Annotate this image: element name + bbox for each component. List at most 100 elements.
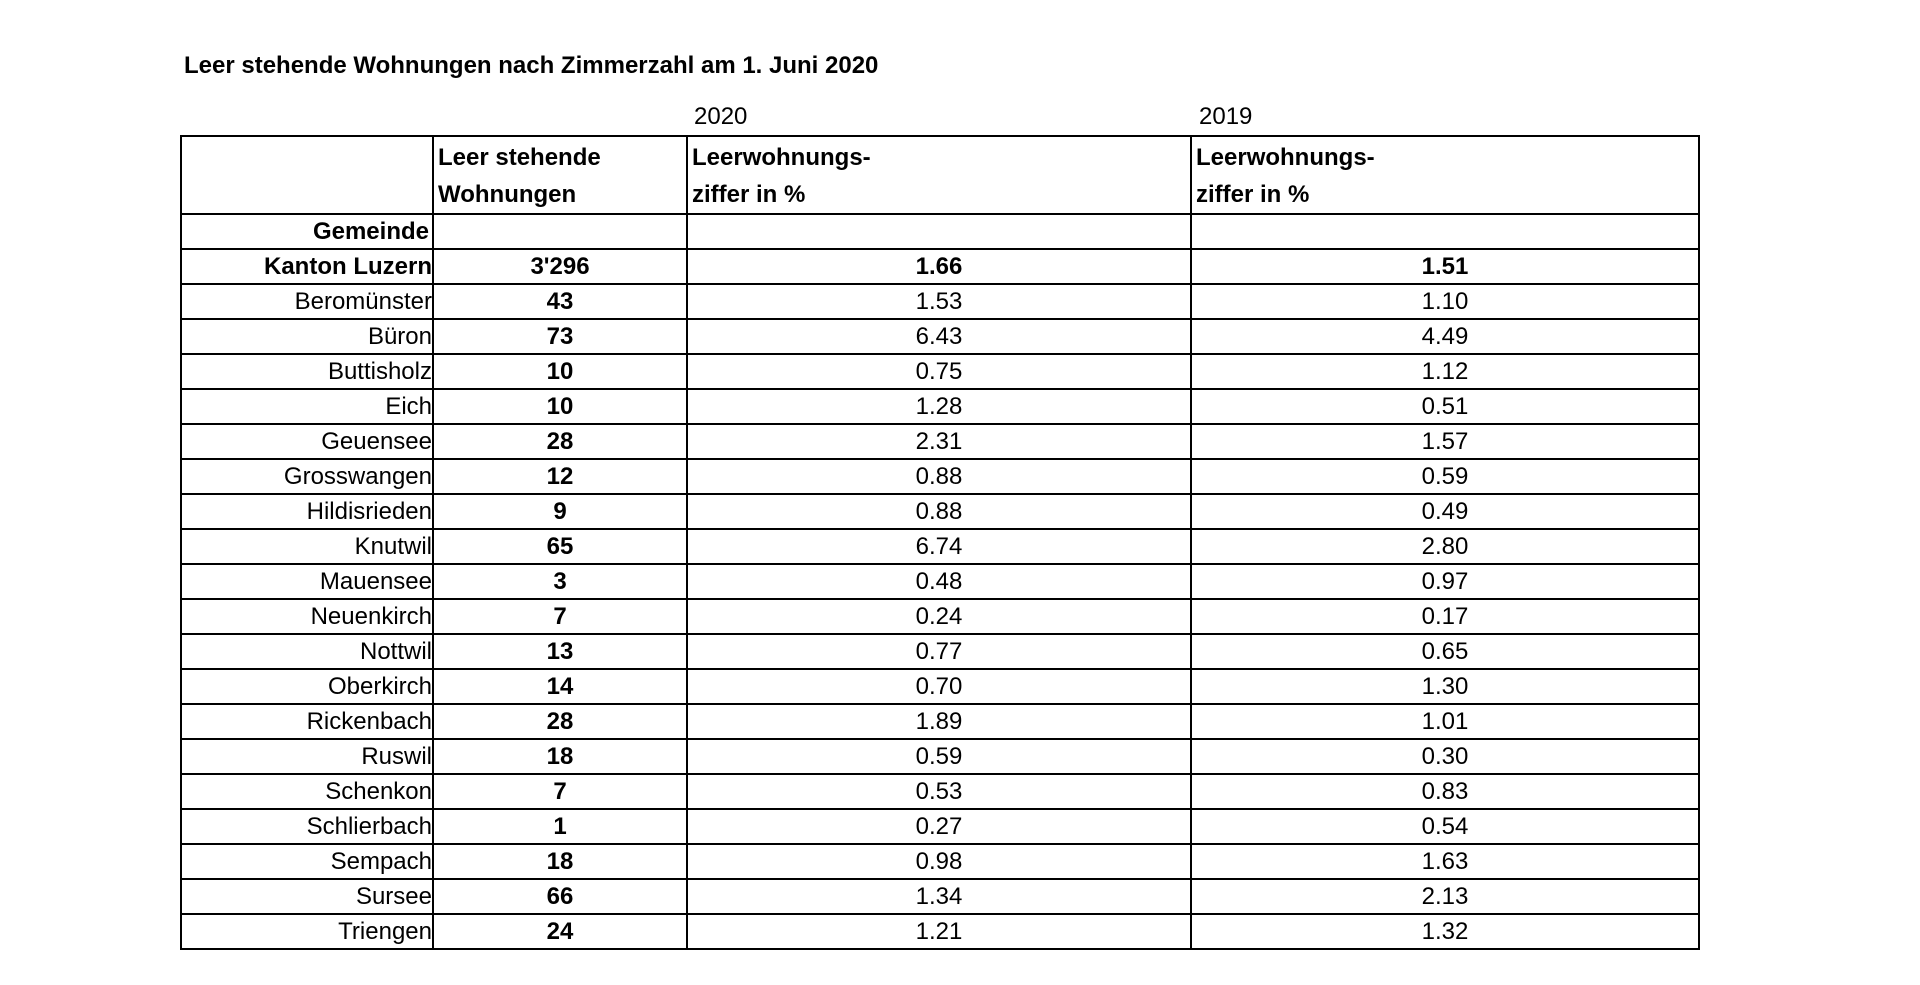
vacant-count: 18 — [432, 843, 688, 880]
vacancy-rate-2020: 1.28 — [686, 388, 1192, 425]
vacancy-rate-2019: 2.13 — [1190, 878, 1700, 915]
vacancy-rate-2019: 4.49 — [1190, 318, 1700, 355]
vacancy-rate-2019: 1.57 — [1190, 423, 1700, 460]
vacancy-rate-2020: 0.59 — [686, 738, 1192, 775]
vacant-count: 73 — [432, 318, 688, 355]
total-name: Kanton Luzern — [180, 248, 434, 285]
municipality-name: Schlierbach — [180, 808, 434, 845]
municipality-name: Ruswil — [180, 738, 434, 775]
municipality-name: Sempach — [180, 843, 434, 880]
vacant-count: 3 — [432, 563, 688, 600]
table-row: Büron 73 6.43 4.49 — [180, 318, 1700, 355]
municipality-name: Mauensee — [180, 563, 434, 600]
vacant-count: 24 — [432, 913, 688, 950]
table-row: Sempach 18 0.98 1.63 — [180, 843, 1700, 880]
empty-cell — [686, 213, 1192, 250]
municipality-name: Schenkon — [180, 773, 434, 810]
total-rate-2020: 1.66 — [686, 248, 1192, 285]
vacancy-rate-2019: 1.10 — [1190, 283, 1700, 320]
vacancy-rate-2020: 1.34 — [686, 878, 1192, 915]
vacancy-rate-2019: 2.80 — [1190, 528, 1700, 565]
vacant-count: 10 — [432, 353, 688, 390]
municipality-rows: Kanton Luzern 3'296 1.66 1.51 Beromünste… — [180, 248, 1700, 950]
vacant-count: 7 — [432, 598, 688, 635]
vacancy-rate-2019: 0.59 — [1190, 458, 1700, 495]
vacancy-rate-2019: 0.49 — [1190, 493, 1700, 530]
table-row: Oberkirch 14 0.70 1.30 — [180, 668, 1700, 705]
vacant-count: 66 — [432, 878, 688, 915]
vacancy-rate-2020: 0.48 — [686, 563, 1192, 600]
vacant-count: 12 — [432, 458, 688, 495]
vacancy-rate-2020: 1.21 — [686, 913, 1192, 950]
vacant-count: 43 — [432, 283, 688, 320]
vacancy-rate-2019: 0.65 — [1190, 633, 1700, 670]
vacant-count: 9 — [432, 493, 688, 530]
vacancy-rate-2019: 0.54 — [1190, 808, 1700, 845]
vacancy-rate-2020: 0.88 — [686, 493, 1192, 530]
vacancy-table: Leer stehende Wohnungen Leerwohnungs- zi… — [180, 135, 1700, 950]
vacancy-rate-2019: 1.32 — [1190, 913, 1700, 950]
vacant-count: 1 — [432, 808, 688, 845]
year-label-2020: 2020 — [694, 103, 748, 130]
table-row: Nottwil 13 0.77 0.65 — [180, 633, 1700, 670]
vacancy-rate-2020: 2.31 — [686, 423, 1192, 460]
vacancy-rate-2020: 1.89 — [686, 703, 1192, 740]
total-row: Kanton Luzern 3'296 1.66 1.51 — [180, 248, 1700, 285]
total-rate-2019: 1.51 — [1190, 248, 1700, 285]
table-row: Beromünster 43 1.53 1.10 — [180, 283, 1700, 320]
vacancy-rate-2020: 6.74 — [686, 528, 1192, 565]
rate-2019-header: Leerwohnungs- ziffer in % — [1190, 135, 1700, 215]
municipality-name: Nottwil — [180, 633, 434, 670]
vacancy-rate-2019: 1.63 — [1190, 843, 1700, 880]
table-row: Ruswil 18 0.59 0.30 — [180, 738, 1700, 775]
vacancy-rate-2020: 0.98 — [686, 843, 1192, 880]
municipality-name: Grosswangen — [180, 458, 434, 495]
municipality-name: Sursee — [180, 878, 434, 915]
vacancy-rate-2019: 1.30 — [1190, 668, 1700, 705]
vacant-count: 13 — [432, 633, 688, 670]
vacant-count: 14 — [432, 668, 688, 705]
vacancy-rate-2019: 0.97 — [1190, 563, 1700, 600]
municipality-name: Knutwil — [180, 528, 434, 565]
vacancy-rate-2020: 0.88 — [686, 458, 1192, 495]
vacant-count: 65 — [432, 528, 688, 565]
vacancy-rate-2020: 0.27 — [686, 808, 1192, 845]
vacancy-rate-2019: 1.01 — [1190, 703, 1700, 740]
vacancy-rate-2019: 0.51 — [1190, 388, 1700, 425]
vacant-count: 18 — [432, 738, 688, 775]
vacancy-rate-2020: 0.53 — [686, 773, 1192, 810]
vacancy-rate-2019: 0.83 — [1190, 773, 1700, 810]
municipality-name: Hildisrieden — [180, 493, 434, 530]
table-row: Rickenbach 28 1.89 1.01 — [180, 703, 1700, 740]
table-row: Schlierbach 1 0.27 0.54 — [180, 808, 1700, 845]
municipality-name: Triengen — [180, 913, 434, 950]
municipality-name: Eich — [180, 388, 434, 425]
year-label-2019: 2019 — [1199, 103, 1253, 130]
table-row: Buttisholz 10 0.75 1.12 — [180, 353, 1700, 390]
empty-cell — [1190, 213, 1700, 250]
header-row: Leer stehende Wohnungen Leerwohnungs- zi… — [180, 135, 1700, 215]
empty-cell — [432, 213, 688, 250]
vacancy-rate-2020: 1.53 — [686, 283, 1192, 320]
vacant-count: 28 — [432, 423, 688, 460]
table-row: Geuensee 28 2.31 1.57 — [180, 423, 1700, 460]
corner-cell — [180, 135, 434, 215]
municipality-name: Buttisholz — [180, 353, 434, 390]
municipality-name: Geuensee — [180, 423, 434, 460]
table-row: Eich 10 1.28 0.51 — [180, 388, 1700, 425]
vacant-count: 10 — [432, 388, 688, 425]
municipality-name: Rickenbach — [180, 703, 434, 740]
vacancy-rate-2020: 6.43 — [686, 318, 1192, 355]
vacancy-rate-2020: 0.24 — [686, 598, 1192, 635]
vacancy-rate-2019: 0.30 — [1190, 738, 1700, 775]
count-header: Leer stehende Wohnungen — [432, 135, 688, 215]
vacancy-rate-2019: 1.12 — [1190, 353, 1700, 390]
page-title: Leer stehende Wohnungen nach Zimmerzahl … — [184, 52, 879, 79]
table-row: Grosswangen 12 0.88 0.59 — [180, 458, 1700, 495]
vacancy-rate-2020: 0.77 — [686, 633, 1192, 670]
vacancy-rate-2019: 0.17 — [1190, 598, 1700, 635]
table-row: Schenkon 7 0.53 0.83 — [180, 773, 1700, 810]
municipality-name: Büron — [180, 318, 434, 355]
vacancy-rate-2020: 0.75 — [686, 353, 1192, 390]
